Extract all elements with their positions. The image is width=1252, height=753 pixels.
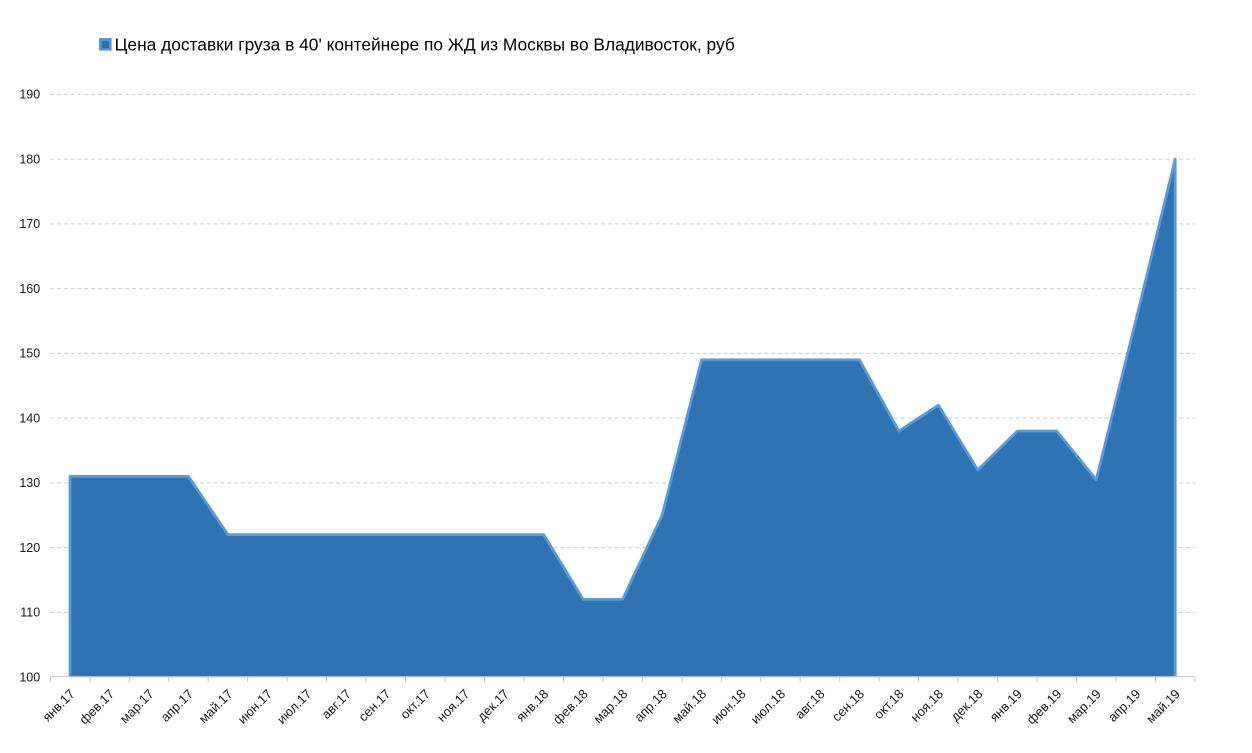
svg-text:130: 130: [19, 476, 40, 490]
svg-text:150: 150: [19, 347, 40, 361]
svg-text:180: 180: [19, 152, 40, 166]
svg-text:170: 170: [19, 217, 40, 231]
svg-text:160: 160: [19, 282, 40, 296]
svg-text:140: 140: [19, 411, 40, 425]
svg-text:100: 100: [19, 670, 40, 684]
svg-text:Цена доставки груза в 40' конт: Цена доставки груза в 40' контейнере по …: [115, 35, 735, 55]
svg-text:190: 190: [19, 88, 40, 102]
svg-text:120: 120: [19, 541, 40, 555]
svg-text:110: 110: [20, 606, 40, 620]
